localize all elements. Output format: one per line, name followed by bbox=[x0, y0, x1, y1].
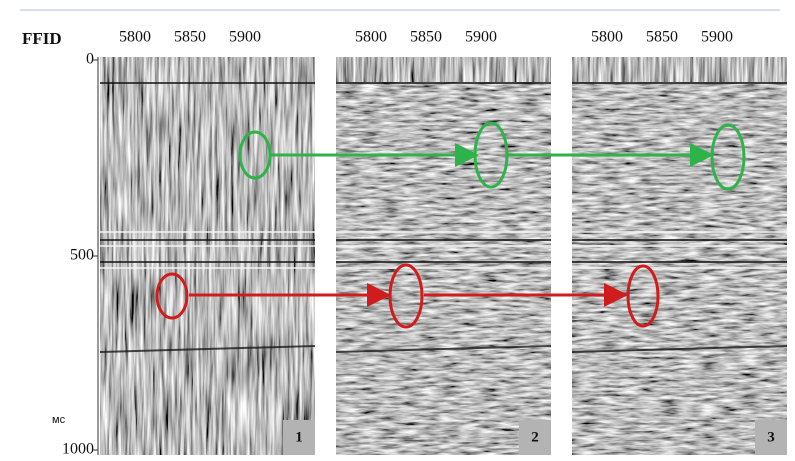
seismic-panel bbox=[336, 57, 551, 455]
reflector bbox=[99, 345, 316, 353]
panel-number: 2 bbox=[531, 429, 539, 445]
marker-ellipse bbox=[473, 121, 509, 189]
panel-number: 1 bbox=[295, 429, 303, 445]
x-tick-label: 5850 bbox=[410, 29, 442, 46]
x-tick-label: 5800 bbox=[355, 29, 387, 46]
x-tick-label: 5800 bbox=[591, 29, 623, 46]
seismic-panel bbox=[100, 57, 315, 455]
y-tick-label: 500 bbox=[70, 247, 94, 264]
marker-ellipse bbox=[388, 263, 424, 329]
seismic-panel bbox=[572, 57, 787, 455]
marker-ellipse bbox=[238, 130, 272, 180]
panel-number-box bbox=[755, 420, 787, 455]
marker-ellipse bbox=[710, 123, 746, 191]
x-tick-label: 5900 bbox=[229, 29, 261, 46]
marker-ellipse bbox=[155, 272, 189, 320]
top-band bbox=[336, 57, 551, 82]
top-band bbox=[100, 57, 315, 82]
x-tick-label: 5900 bbox=[465, 29, 497, 46]
x-axis-label: FFID bbox=[22, 29, 62, 48]
x-tick-label: 5800 bbox=[119, 29, 151, 46]
panel-number-box bbox=[283, 420, 315, 455]
y-tick-label: 1000 bbox=[62, 441, 94, 458]
panel-number-box bbox=[519, 420, 551, 455]
y-tick-label: 0 bbox=[86, 51, 94, 68]
panel-number: 3 bbox=[767, 429, 775, 445]
marker-ellipse bbox=[626, 264, 660, 328]
y-unit: мс bbox=[52, 414, 66, 426]
x-tick-label: 5850 bbox=[174, 29, 206, 46]
reflector bbox=[571, 345, 788, 353]
reflector bbox=[335, 345, 552, 353]
x-tick-label: 5850 bbox=[646, 29, 678, 46]
top-band bbox=[572, 57, 787, 82]
x-tick-label: 5900 bbox=[701, 29, 733, 46]
